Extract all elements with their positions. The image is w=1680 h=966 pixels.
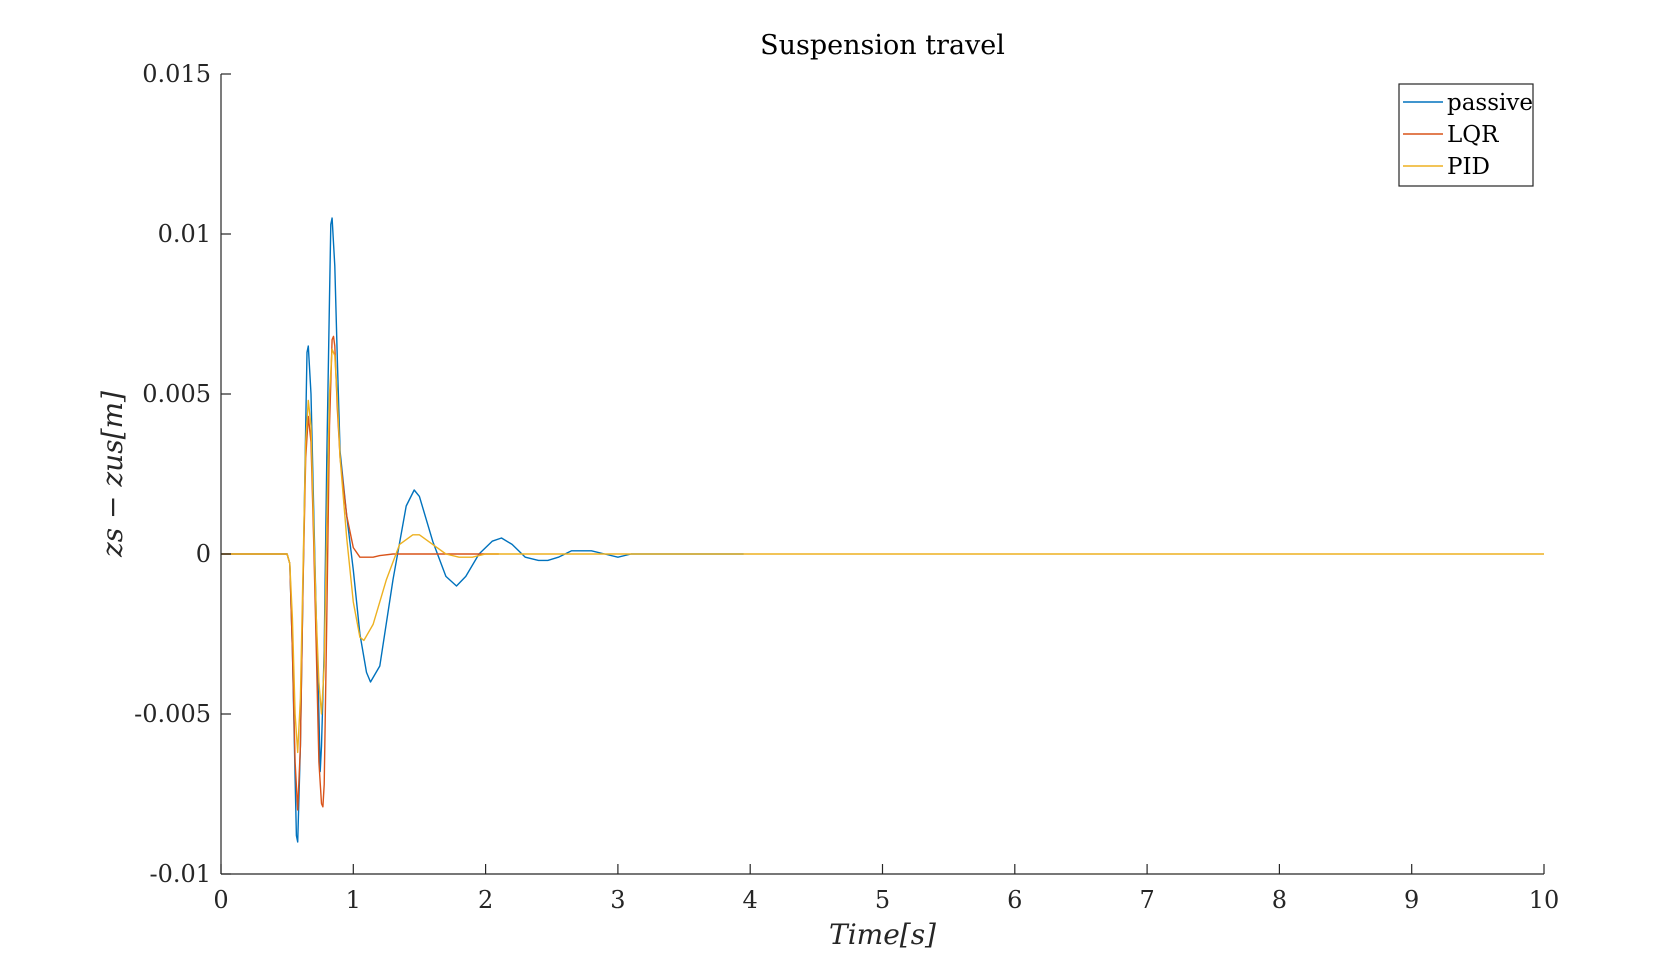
y-tick-label: -0.005 (134, 700, 211, 728)
series-line-pid (221, 348, 1544, 754)
legend-box (1398, 83, 1534, 187)
legend-label-lqr: LQR (1447, 122, 1499, 148)
x-tick-label: 3 (610, 886, 625, 914)
chart-title: Suspension travel (760, 30, 1005, 61)
series-line-lqr (221, 335, 499, 811)
series-line-passive (221, 217, 744, 843)
plot-lines (221, 217, 1544, 843)
x-tick-label: 1 (346, 886, 361, 914)
x-tick-label: 9 (1404, 886, 1419, 914)
x-tick-label: 5 (875, 886, 890, 914)
x-tick-label: 4 (743, 886, 758, 914)
legend-label-pid: PID (1447, 154, 1490, 180)
y-tick-label: -0.01 (149, 860, 211, 888)
legend: passive LQR PID (1398, 83, 1534, 187)
x-tick-label: 6 (1007, 886, 1022, 914)
y-axis-label: zs − zus[m] (96, 391, 129, 558)
x-tick-label: 2 (478, 886, 493, 914)
x-tick-label: 7 (1139, 886, 1154, 914)
x-axis-label: Time[s] (829, 918, 936, 951)
x-tick-label: 0 (213, 886, 228, 914)
legend-label-passive: passive (1447, 90, 1533, 116)
x-tick-label: 10 (1529, 886, 1560, 914)
y-tick-label: 0.005 (142, 380, 211, 408)
x-tick-label: 8 (1272, 886, 1287, 914)
y-tick-label: 0.01 (158, 220, 211, 248)
y-tick-label: 0 (196, 540, 211, 568)
ticks: 0 1 2 3 4 5 6 7 8 9 10 -0.01 -0.005 0 0.005 0.01 0.015 (134, 60, 1559, 914)
y-tick-label: 0.015 (142, 60, 211, 88)
